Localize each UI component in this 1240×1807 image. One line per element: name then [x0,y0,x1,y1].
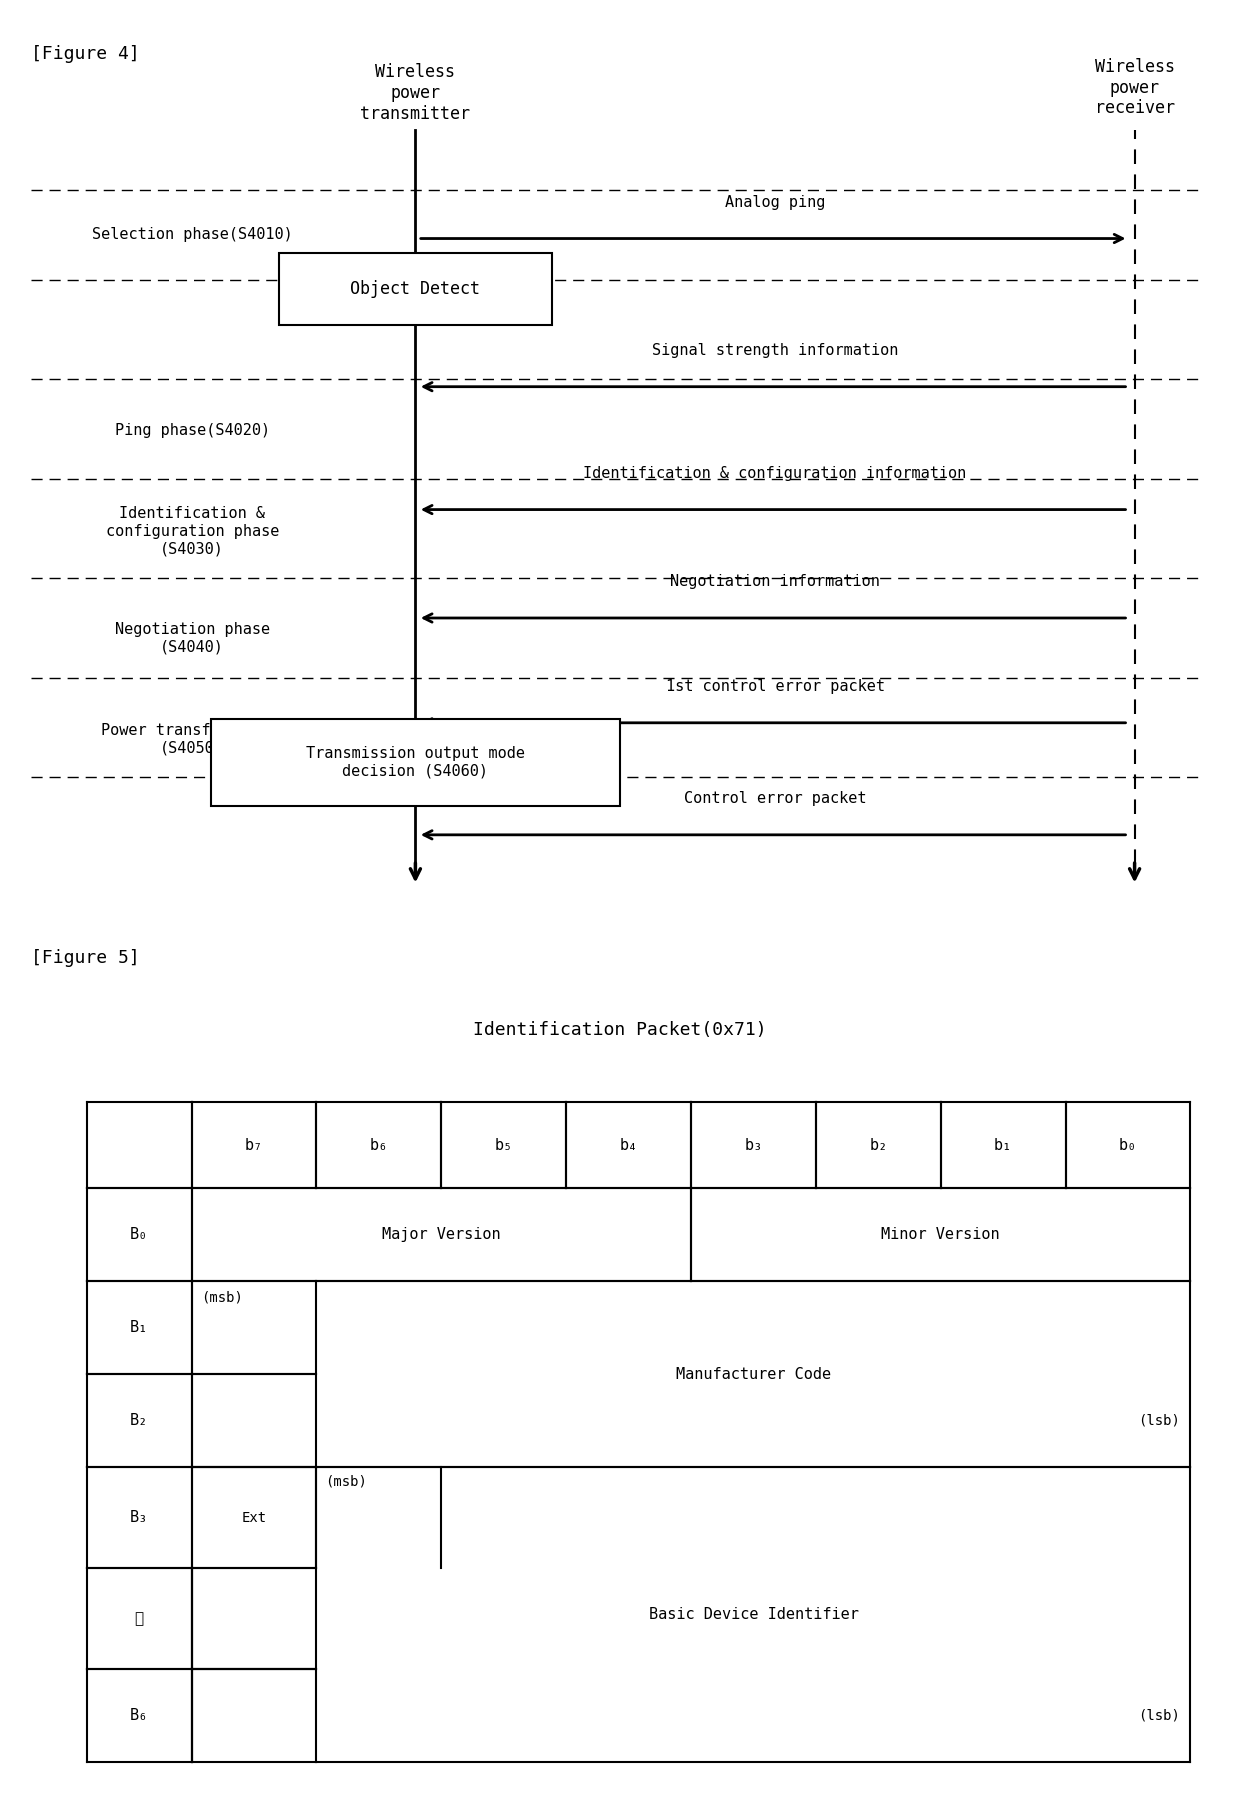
Text: Basic Device Identifier: Basic Device Identifier [649,1606,858,1623]
Text: b₄: b₄ [620,1138,637,1153]
Text: b₆: b₆ [370,1138,388,1153]
Text: Identification & configuration information: Identification & configuration informati… [583,466,967,481]
Text: B₃: B₃ [130,1511,149,1525]
Text: Negotiation phase
(S4040): Negotiation phase (S4040) [114,622,270,654]
Text: Wireless
power
transmitter: Wireless power transmitter [361,63,470,123]
Text: (msb): (msb) [325,1475,367,1489]
Text: (lsb): (lsb) [1138,1413,1180,1428]
Text: Control error packet: Control error packet [683,791,867,806]
Text: Power transfer phase
(S4050): Power transfer phase (S4050) [100,723,284,755]
Text: [Figure 5]: [Figure 5] [31,949,140,967]
Text: b₁: b₁ [994,1138,1012,1153]
Text: Identification &
configuration phase
(S4030): Identification & configuration phase (S4… [105,506,279,557]
Text: b₂: b₂ [869,1138,888,1153]
Text: Analog ping: Analog ping [725,195,825,210]
Text: (lsb): (lsb) [1138,1708,1180,1722]
Text: Selection phase(S4010): Selection phase(S4010) [92,228,293,242]
Text: ⋮: ⋮ [135,1610,144,1626]
Text: (msb): (msb) [202,1290,243,1305]
Text: B₀: B₀ [130,1227,149,1241]
Text: Minor Version: Minor Version [882,1227,999,1241]
Text: 1st control error packet: 1st control error packet [666,679,884,694]
Text: B₁: B₁ [130,1321,149,1335]
Text: b₃: b₃ [744,1138,763,1153]
Text: B₆: B₆ [130,1708,149,1722]
Text: b₀: b₀ [1118,1138,1137,1153]
Text: Negotiation information: Negotiation information [670,575,880,589]
Text: Ping phase(S4020): Ping phase(S4020) [114,423,270,437]
Bar [279,253,552,325]
Text: Transmission output mode
decision (S4060): Transmission output mode decision (S4060… [306,746,525,779]
Bar [211,719,620,806]
Text: [Figure 4]: [Figure 4] [31,45,140,63]
Text: Wireless
power
receiver: Wireless power receiver [1095,58,1174,117]
Text: b₅: b₅ [495,1138,513,1153]
Text: Manufacturer Code: Manufacturer Code [676,1366,831,1382]
Text: Signal strength information: Signal strength information [652,343,898,358]
Text: Object Detect: Object Detect [351,280,480,298]
Text: Ext: Ext [242,1511,267,1525]
Text: B₂: B₂ [130,1413,149,1428]
Text: b₇: b₇ [246,1138,263,1153]
Text: Major Version: Major Version [382,1227,501,1241]
Text: Identification Packet(0x71): Identification Packet(0x71) [474,1021,766,1039]
